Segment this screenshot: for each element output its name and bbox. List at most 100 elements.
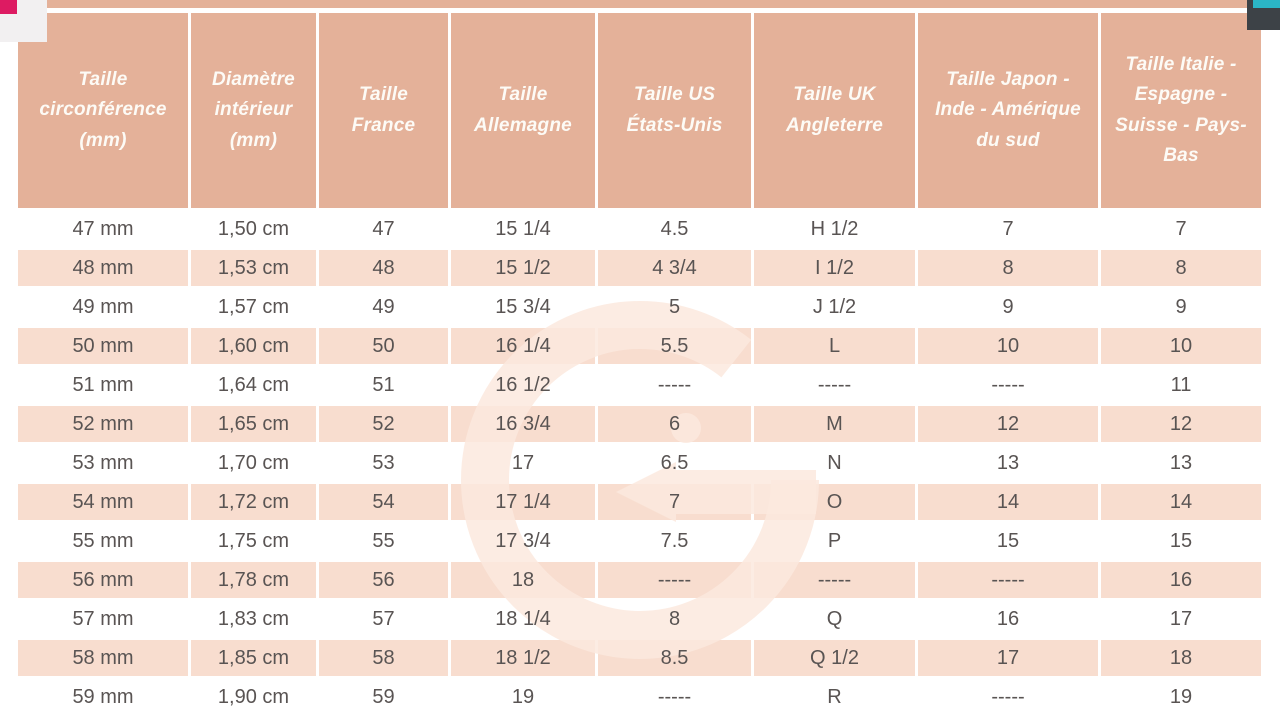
table-cell: 55 mm [18,523,188,559]
table-cell: 52 mm [18,406,188,442]
table-cell: 48 [319,250,448,286]
table-cell: 7 [598,484,751,520]
table-cell: 12 [1101,406,1261,442]
table-cell: 17 [918,640,1098,676]
col-header-us: Taille US États-Unis [598,13,751,208]
table-cell: 53 [319,445,448,481]
table-cell: 1,57 cm [191,289,316,325]
table-cell: 8 [1101,250,1261,286]
table-cell: ----- [918,562,1098,598]
col-header-diametre: Diamètre intérieur (mm) [191,13,316,208]
table-cell: 56 mm [18,562,188,598]
table-cell: 17 [1101,601,1261,637]
table-row: 47 mm 1,50 cm 47 15 1/4 4.5 H 1/2 7 7 [18,211,1261,247]
table-row: 56 mm 1,78 cm 56 18 ----- ----- ----- 16 [18,562,1261,598]
table-cell: ----- [754,367,915,403]
table-cell: 59 mm [18,679,188,715]
table-cell: 19 [1101,679,1261,715]
table-cell: ----- [598,679,751,715]
table-cell: 57 [319,601,448,637]
table-cell: 14 [918,484,1098,520]
table-cell: N [754,445,915,481]
table-row: 50 mm 1,60 cm 50 16 1/4 5.5 L 10 10 [18,328,1261,364]
table-cell: 16 [918,601,1098,637]
table-cell: 1,72 cm [191,484,316,520]
table-cell: 17 1/4 [451,484,595,520]
table-cell: 7 [1101,211,1261,247]
table-cell: 1,90 cm [191,679,316,715]
table-cell: H 1/2 [754,211,915,247]
table-cell: 1,50 cm [191,211,316,247]
bottom-right-teal-accent [1253,0,1280,8]
col-header-france: Taille France [319,13,448,208]
col-header-japon: Taille Japon - Inde - Amérique du sud [918,13,1098,208]
table-cell: 9 [918,289,1098,325]
col-header-allemagne: Taille Allemagne [451,13,595,208]
table-cell: 51 mm [18,367,188,403]
table-cell: 15 1/2 [451,250,595,286]
table-row: 59 mm 1,90 cm 59 19 ----- R ----- 19 [18,679,1261,715]
table-cell: 50 [319,328,448,364]
table-cell: ----- [918,679,1098,715]
table-cell: 1,64 cm [191,367,316,403]
table-cell: 18 1/4 [451,601,595,637]
table-cell: 51 [319,367,448,403]
table-cell: L [754,328,915,364]
table-cell: 1,83 cm [191,601,316,637]
table-cell: 18 [1101,640,1261,676]
table-cell: 16 3/4 [451,406,595,442]
table-row: 51 mm 1,64 cm 51 16 1/2 ----- ----- ----… [18,367,1261,403]
table-cell: 54 [319,484,448,520]
table-cell: 12 [918,406,1098,442]
table-cell: 58 mm [18,640,188,676]
table-cell: 10 [1101,328,1261,364]
table-cell: 53 mm [18,445,188,481]
table-cell: 59 [319,679,448,715]
table-cell: 19 [451,679,595,715]
table-cell: 8 [918,250,1098,286]
table-cell: 16 1/2 [451,367,595,403]
top-accent-strip [18,0,1280,8]
table-body: 47 mm 1,50 cm 47 15 1/4 4.5 H 1/2 7 7 48… [18,211,1261,715]
col-header-uk: Taille UK Angleterre [754,13,915,208]
table-cell: Q 1/2 [754,640,915,676]
table-cell: 56 [319,562,448,598]
table-cell: Q [754,601,915,637]
table-row: 58 mm 1,85 cm 58 18 1/2 8.5 Q 1/2 17 18 [18,640,1261,676]
table-cell: ----- [598,562,751,598]
table-header: Taille circonférence (mm) Diamètre intér… [18,13,1261,208]
table-cell: 4 3/4 [598,250,751,286]
table-cell: 50 mm [18,328,188,364]
table-cell: 10 [918,328,1098,364]
table-row: 55 mm 1,75 cm 55 17 3/4 7.5 P 15 15 [18,523,1261,559]
table-cell: 16 [1101,562,1261,598]
table-cell: I 1/2 [754,250,915,286]
table-cell: 9 [1101,289,1261,325]
table-cell: 15 [918,523,1098,559]
table-cell: 57 mm [18,601,188,637]
ring-size-table: Taille circonférence (mm) Diamètre intér… [15,10,1264,718]
table-cell: 49 mm [18,289,188,325]
table-cell: 7 [918,211,1098,247]
table-row: 52 mm 1,65 cm 52 16 3/4 6 M 12 12 [18,406,1261,442]
table-cell: 1,60 cm [191,328,316,364]
table-cell: 5 [598,289,751,325]
table-cell: 18 1/2 [451,640,595,676]
table-cell: 47 mm [18,211,188,247]
table-cell: 8 [598,601,751,637]
col-header-italie: Taille Italie - Espagne - Suisse - Pays-… [1101,13,1261,208]
table-cell: 47 [319,211,448,247]
table-cell: 18 [451,562,595,598]
table-cell: R [754,679,915,715]
table-cell: 13 [918,445,1098,481]
table-cell: 8.5 [598,640,751,676]
table-cell: 5.5 [598,328,751,364]
table-cell: O [754,484,915,520]
table-cell: 17 [451,445,595,481]
table-cell: ----- [918,367,1098,403]
table-row: 48 mm 1,53 cm 48 15 1/2 4 3/4 I 1/2 8 8 [18,250,1261,286]
table-cell: 7.5 [598,523,751,559]
table-row: 57 mm 1,83 cm 57 18 1/4 8 Q 16 17 [18,601,1261,637]
table-row: 53 mm 1,70 cm 53 17 6.5 N 13 13 [18,445,1261,481]
